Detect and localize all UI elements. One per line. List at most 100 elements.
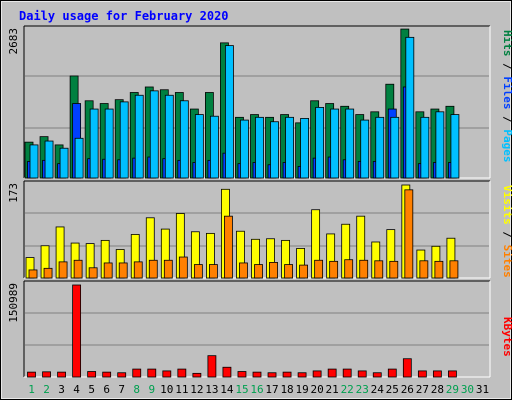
x-tick-label-day-14: 14 [220, 383, 234, 396]
bar-sites-day-24 [374, 260, 384, 279]
x-tick-label-day-12: 12 [190, 383, 203, 396]
legend-item: Visits [501, 185, 512, 225]
bar-pages-day-27 [420, 116, 430, 179]
x-tick-label-day-22: 22 [341, 383, 354, 396]
bar-sites-day-18 [284, 264, 293, 279]
bar-kbytes-day-28 [432, 370, 442, 378]
bar-kbytes-day-23 [357, 370, 367, 378]
bar-pages-day-26 [405, 36, 415, 179]
bar-pages-day-2 [44, 140, 54, 179]
bar-pages-day-20 [315, 106, 325, 179]
panel-kbytes-plot [24, 281, 490, 377]
bar-kbytes-day-18 [282, 371, 292, 378]
x-tick-label-day-13: 13 [205, 383, 218, 396]
bar-pages-day-4 [74, 137, 84, 179]
bar-kbytes-day-20 [312, 370, 322, 378]
x-tick-label-day-19: 19 [295, 383, 308, 396]
bar-pages-day-13 [210, 115, 219, 179]
bar-kbytes-day-13 [207, 355, 217, 378]
x-tick-label-day-5: 5 [88, 383, 95, 396]
bar-sites-day-29 [449, 260, 459, 279]
x-tick-label-day-20: 20 [311, 383, 324, 396]
legend-item: Pages [501, 129, 512, 162]
bar-sites-day-15 [239, 262, 248, 279]
bar-kbytes-day-16 [252, 371, 262, 378]
x-tick-label-day-11: 11 [175, 383, 188, 396]
bar-kbytes-day-14 [222, 366, 232, 378]
legend-item: KBytes [501, 317, 512, 357]
x-tick-label-day-23: 23 [356, 383, 369, 396]
x-tick-label-day-15: 15 [235, 383, 248, 396]
bar-kbytes-day-9 [147, 368, 157, 378]
x-tick-label-day-8: 8 [133, 383, 140, 396]
chart-title: Daily usage for February 2020 [19, 9, 229, 23]
bar-kbytes-day-15 [237, 371, 247, 378]
bar-kbytes-day-24 [372, 372, 382, 378]
bar-pages-day-16 [255, 116, 264, 179]
bar-kbytes-day-19 [297, 372, 307, 378]
x-tick-label-day-26: 26 [401, 383, 414, 396]
bar-pages-day-15 [240, 119, 249, 179]
bar-pages-day-6 [104, 108, 114, 179]
bar-pages-day-22 [345, 108, 355, 179]
x-tick-label-day-9: 9 [148, 383, 155, 396]
legend-item: / [501, 110, 512, 130]
bar-pages-day-12 [194, 114, 204, 179]
x-tick-label-day-30: 30 [461, 383, 474, 396]
bar-sites-day-23 [359, 259, 369, 279]
y-max-label-kbytes: 150989 [7, 283, 20, 323]
bar-kbytes-day-12 [192, 372, 202, 378]
legend-kbytes: KBytes [501, 317, 512, 357]
bar-sites-day-8 [133, 261, 143, 279]
bar-pages-day-18 [285, 116, 294, 179]
bar-kbytes-day-29 [448, 370, 457, 378]
bar-pages-day-14 [225, 45, 234, 179]
bar-sites-day-16 [254, 264, 263, 279]
bar-sites-day-25 [389, 260, 399, 279]
x-tick-label-day-29: 29 [446, 383, 459, 396]
legend-item: Sites [501, 245, 512, 278]
x-tick-label-day-16: 16 [250, 383, 263, 396]
bar-kbytes-day-27 [417, 370, 427, 378]
x-tick-label-day-27: 27 [416, 383, 429, 396]
bar-pages-day-7 [119, 101, 129, 179]
legend-visits-sites: Visits / Sites [501, 185, 512, 278]
bar-sites-day-6 [103, 262, 113, 279]
bar-kbytes-day-4 [72, 284, 82, 378]
bar-sites-day-9 [148, 259, 158, 279]
legend-item: / [501, 57, 512, 77]
bar-kbytes-day-6 [102, 371, 112, 378]
bar-sites-day-20 [314, 259, 324, 279]
x-tick-label-day-2: 2 [43, 383, 50, 396]
x-tick-label-day-6: 6 [103, 383, 110, 396]
bar-sites-day-21 [329, 260, 339, 279]
bar-sites-day-19 [299, 264, 308, 279]
bar-sites-day-1 [28, 269, 38, 279]
x-tick-label-day-10: 10 [160, 383, 173, 396]
bar-sites-day-2 [43, 267, 53, 279]
bar-pages-day-9 [149, 90, 159, 179]
bar-pages-day-24 [375, 116, 385, 179]
legend-item: / [501, 225, 512, 245]
bar-kbytes-day-21 [327, 368, 337, 378]
bar-kbytes-day-25 [387, 368, 397, 378]
bar-pages-day-29 [450, 114, 460, 179]
x-tick-label-day-28: 28 [431, 383, 444, 396]
bar-pages-day-11 [179, 100, 189, 179]
x-tick-label-day-1: 1 [28, 383, 35, 396]
bar-kbytes-day-2 [42, 371, 51, 378]
x-tick-label-day-31: 31 [476, 383, 489, 396]
bar-pages-day-17 [270, 121, 279, 179]
legend-item: Files [501, 76, 512, 109]
bar-kbytes-day-17 [267, 372, 277, 378]
y-max-label-visits-sites: 173 [7, 183, 20, 203]
x-tick-label-day-4: 4 [73, 383, 80, 396]
y-max-label-hits-files-pages: 2683 [7, 28, 20, 55]
bar-kbytes-day-10 [162, 370, 172, 378]
x-tick-label-day-25: 25 [386, 383, 399, 396]
bar-sites-day-4 [73, 259, 83, 279]
bar-pages-day-25 [390, 116, 400, 179]
